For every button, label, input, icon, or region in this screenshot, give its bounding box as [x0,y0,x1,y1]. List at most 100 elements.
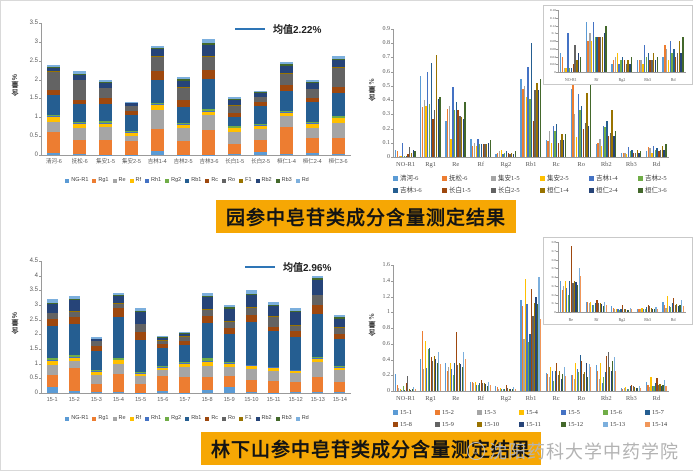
stacked-bar [202,261,213,393]
y-tick-label: 2 [21,77,38,83]
y-tick-mark [556,26,558,27]
legend-label: 集安2-5 [547,175,569,182]
y-axis [558,10,559,72]
legend-label: NG-R1 [71,415,88,422]
bar-segment-Rb2 [47,304,58,313]
y-tick-label: 0 [547,70,556,74]
bar-15-14 [683,306,684,312]
bar-桓仁3-6 [414,151,415,157]
bar-segment-Rg1 [99,140,112,155]
x-category-label: Rc [544,395,569,402]
bar-segment-Rb1 [246,322,257,365]
stacked-bar [280,23,293,155]
bar-segment-NG-R1 [113,392,124,393]
bar-segment-Rb1 [228,117,241,126]
legend-swatch-icon [442,176,447,181]
y-tick-label: 0.14 [547,16,556,20]
bar-15-14 [540,319,541,391]
legend-label: Rb2 [262,177,272,184]
mean-line-icon [235,28,265,30]
x-category-label: 抚松-6 [67,159,93,166]
bar-segment-Rb1 [290,337,301,369]
y-axis [41,261,42,393]
legend-swatch-icon [603,422,608,427]
bar-15-14 [580,276,581,312]
x-category-label: NO-R1 [558,76,584,83]
bar-segment-Rb2 [312,280,323,295]
legend-item-15-14: 15-14 [645,421,671,428]
x-category-label: 吉林3-6 [196,159,222,166]
legend-swatch-icon [393,410,398,415]
legend-label: 15-8 [400,421,412,428]
category-group-Rb1 [520,265,541,391]
bar-segment-Rb2 [290,312,301,325]
bar-segment-Re [99,127,112,139]
bar-segment-Re [268,371,279,381]
x-category-label: 15-10 [240,397,262,404]
y-tick-mark [391,129,393,130]
bar-segment-Rb1 [312,314,323,357]
legend-item-吉林1-4: 吉林1-4 [589,175,622,182]
x-category-label: 15-2 [63,397,85,404]
bar-segment-Rb2 [246,295,257,307]
legend-swatch-icon [296,179,300,183]
bar-segment-Rb1 [332,93,345,116]
y-tick-mark [391,360,393,361]
x-category-label: Rg1 [418,395,443,402]
legend-item-Rb2: Rb2 [256,177,272,184]
legend-label: Rb1 [191,415,201,422]
legend-item-桓仁3-6: 桓仁3-6 [638,187,671,194]
legend-label: 15-2 [442,409,454,416]
x-category-label: Rb2 [594,395,619,402]
bar-segment-Rg1 [69,368,80,390]
legend-label: 吉林1-4 [596,175,618,182]
legend-label: 15-5 [568,409,580,416]
legend-item-Rf: Rf [130,177,142,184]
category-group-Re [445,29,466,157]
legend-label: 15-6 [610,409,622,416]
x-category-label: 15-9 [218,397,240,404]
legend-label: Rf [136,415,142,422]
bar-segment-NG-R1 [151,151,164,155]
legend-item-Rf: Rf [130,415,142,422]
y-tick-label: 0 [547,310,556,314]
bar-15-14 [590,367,591,391]
bar-segment-Rc [202,70,215,79]
legend-swatch-icon [540,188,545,193]
bar-segment-NG-R1 [280,154,293,155]
bar-segment-Rb1 [202,79,215,109]
mean-value-label: 均值2.96% [283,259,331,274]
legend-swatch-icon [477,410,482,415]
y-tick-label: 0.6 [547,258,556,262]
legend-item-桓仁1-4: 桓仁1-4 [540,187,573,194]
legend-item-15-6: 15-6 [603,409,629,416]
bar-15-14 [565,376,566,391]
category-group-Rg2 [495,29,516,157]
x-axis [393,391,669,392]
y-tick-mark [556,10,558,11]
stacked-bar [179,261,190,393]
bar-segment-Rg1 [47,132,60,153]
x-category-label: Rf [584,316,610,323]
bar-segment-Rg1 [290,382,301,392]
legend-swatch-icon [645,422,650,427]
x-category-label: NO-R1 [393,395,418,402]
bar-15-14 [440,364,441,391]
legend-swatch-icon [491,188,496,193]
x-category-label: Rg2 [609,316,635,323]
y-tick-label: 0.4 [373,97,390,103]
stacked-bar [332,23,345,155]
bar-segment-Re [47,122,60,131]
y-tick-label: 1 [373,309,390,315]
legend-item-抚松-6: 抚松-6 [442,175,475,182]
legend-item-Rg2: Rg2 [165,415,181,422]
y-tick-label: 0.8 [373,40,390,46]
watermark: ☺ 沈阳药科大学中药学院 [467,438,679,464]
legend-item-Re: Re [113,177,126,184]
x-category-label: Rd [644,395,669,402]
y-tick-mark [556,49,558,50]
legend-swatch-icon [589,176,594,181]
bar-segment-Rc [135,332,146,339]
